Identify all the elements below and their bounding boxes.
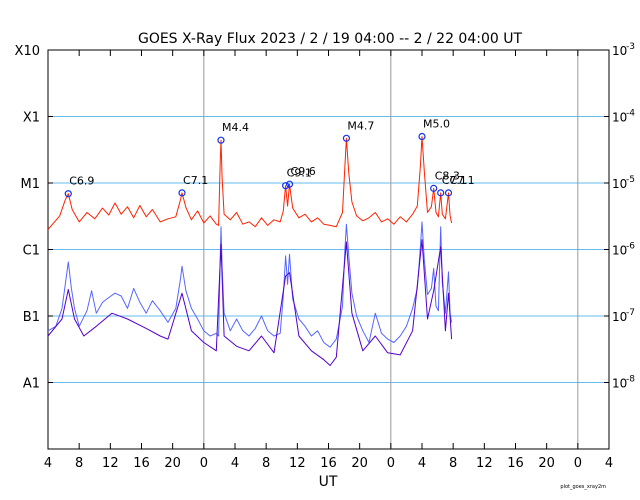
- flare-marker: [430, 184, 438, 192]
- y-right-label-exponent: -5: [626, 175, 635, 185]
- flare-label: C7.1: [442, 174, 467, 187]
- flux-series-line: [47, 239, 453, 366]
- x-tick-label: 8: [75, 456, 83, 471]
- x-tick-label: 12: [476, 456, 493, 471]
- y-right-label-exponent: -6: [626, 242, 635, 252]
- y-right-label: 10: [612, 377, 627, 391]
- x-tick-label: 8: [449, 456, 457, 471]
- x-tick-label: 4: [44, 456, 52, 471]
- flare-label: M4.4: [222, 121, 249, 134]
- x-tick-label: 16: [133, 456, 150, 471]
- chart-title: GOES X-Ray Flux 2023 / 2 / 19 04:00 -- 2…: [138, 31, 522, 47]
- y-right-label-exponent: -8: [626, 375, 635, 385]
- flare-label: C7.1: [183, 174, 208, 187]
- y-right-label: 10: [612, 111, 627, 125]
- x-tick-label: 8: [262, 456, 270, 471]
- x-tick-label: 4: [605, 456, 613, 471]
- flare-marker: [64, 190, 72, 198]
- day-boundaries: [203, 50, 579, 449]
- x-tick-label: 20: [538, 456, 555, 471]
- flare-label: M5.0: [423, 118, 450, 131]
- flare-marker: [342, 134, 351, 142]
- flare-label: C8.3: [435, 169, 460, 182]
- x-tick-label: 20: [164, 456, 181, 471]
- flux-series-line: [47, 221, 453, 348]
- flare-marker: [178, 189, 186, 197]
- x-tick-label: 16: [507, 456, 524, 471]
- y-right-label: 10: [612, 310, 627, 324]
- flare-marker: [444, 189, 453, 197]
- flux-series-line: [47, 136, 453, 230]
- y-right-label: 10: [612, 177, 627, 191]
- y-right-label: 10: [612, 244, 627, 258]
- flare-label: C7.1: [449, 174, 474, 187]
- flare-markers: C6.9 C7.1M4.4C9.1C9.6M4.7 M5.0C8.3C7.1C7.1: [64, 118, 475, 198]
- x-tick-label: 0: [200, 456, 208, 471]
- flare-label: C9.1: [287, 167, 312, 180]
- flare-marker: [418, 132, 426, 141]
- x-tick-label: 0: [574, 456, 582, 471]
- y-left-label: X1: [23, 111, 40, 126]
- y-left-label: A1: [23, 377, 40, 392]
- flare-marker: [437, 189, 445, 197]
- series-lines: [47, 136, 453, 366]
- credit-text: plot_goes_xray2m: [560, 484, 606, 490]
- x-tick-label: 0: [387, 456, 395, 471]
- x-axis-label: UT: [319, 474, 338, 490]
- y-left-label: M1: [21, 177, 41, 192]
- grid: [48, 116, 609, 383]
- y-right-label: 10: [612, 44, 627, 58]
- x-tick-label: 16: [320, 456, 337, 471]
- x-tick-label: 12: [102, 456, 119, 471]
- y-left-label: X10: [15, 44, 40, 59]
- x-tick-label: 20: [351, 456, 368, 471]
- y-right-label-exponent: -3: [626, 42, 635, 52]
- flare-label: M4.7: [347, 119, 374, 132]
- y-right-label-exponent: -4: [626, 109, 635, 119]
- flare-marker: [282, 182, 290, 190]
- flare-label: C9.6: [291, 165, 316, 178]
- x-ticks: 4 8 12 16 20 0 4 8 12 16 20 0 4 8 12 16 20 0 4: [44, 49, 613, 471]
- flare-marker: [217, 136, 225, 144]
- flare-label: C6.9: [69, 175, 94, 188]
- x-tick-label: 4: [231, 456, 239, 471]
- y-right-label-exponent: -7: [626, 308, 635, 318]
- y-left-label: C1: [23, 244, 40, 259]
- y-left-label: B1: [23, 310, 40, 325]
- flare-marker: [285, 180, 294, 188]
- x-tick-label: 4: [418, 456, 426, 471]
- x-tick-label: 12: [289, 456, 306, 471]
